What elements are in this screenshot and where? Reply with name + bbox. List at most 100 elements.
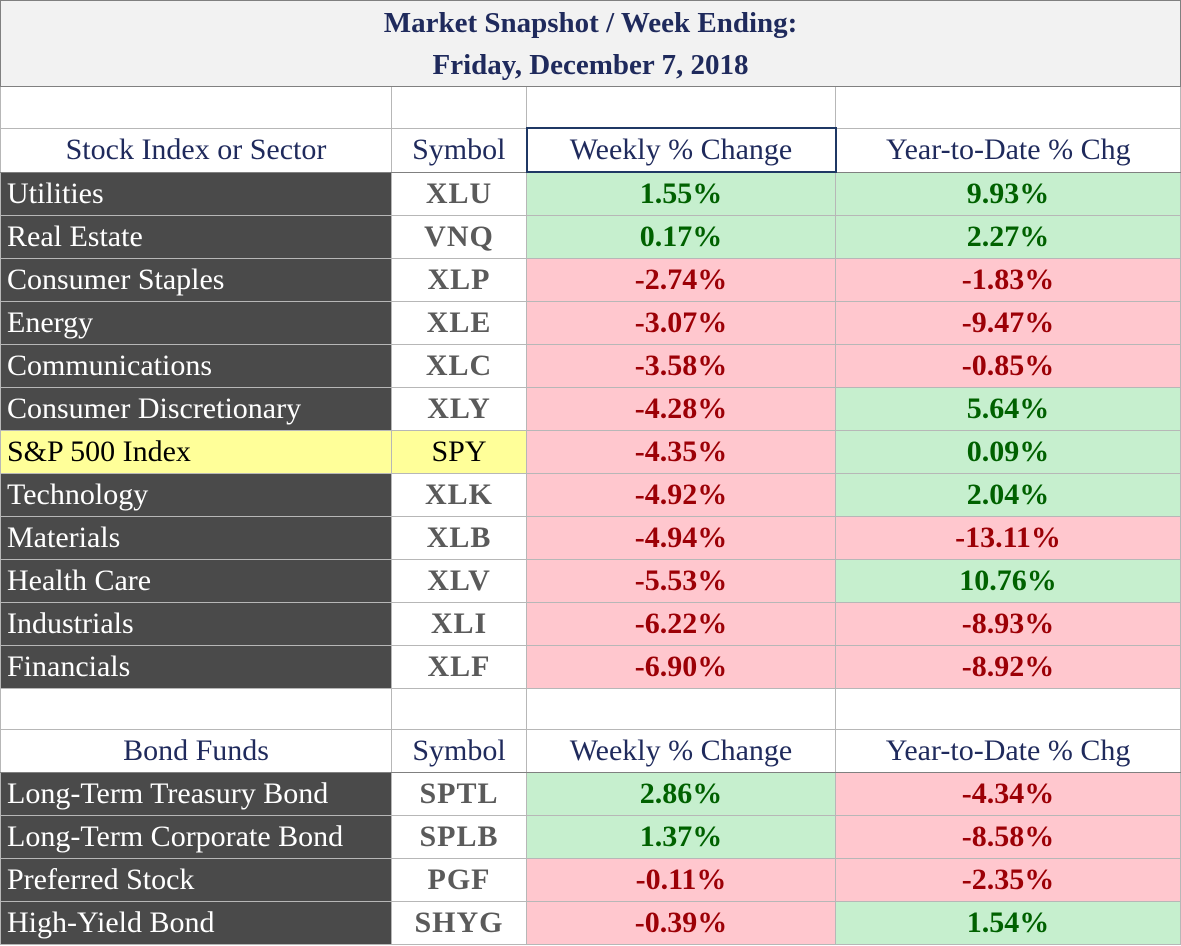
row-name-cell[interactable]: Energy bbox=[0, 301, 392, 345]
row-symbol-cell[interactable]: XLV bbox=[391, 559, 527, 603]
row-name-cell[interactable]: Communications bbox=[0, 344, 392, 388]
title-line-1: Market Snapshot / Week Ending: bbox=[383, 6, 798, 39]
blank-cell[interactable] bbox=[391, 86, 527, 129]
row-name-cell[interactable]: Materials bbox=[0, 516, 392, 560]
stock-ytd-header[interactable]: Year-to-Date % Chg bbox=[834, 127, 1181, 173]
row-ytd-cell[interactable]: 2.04% bbox=[834, 473, 1181, 517]
stock-row: Consumer Discretionary XLY -4.28% 5.64% bbox=[0, 387, 1181, 431]
title-line-2: Friday, December 7, 2018 bbox=[432, 48, 749, 81]
row-ytd-cell[interactable]: 5.64% bbox=[834, 387, 1181, 431]
blank-cell[interactable] bbox=[526, 688, 836, 730]
row-ytd-cell[interactable]: -0.85% bbox=[834, 344, 1181, 388]
row-weekly-cell[interactable]: 1.55% bbox=[526, 171, 836, 216]
row-symbol-cell[interactable]: PGF bbox=[391, 858, 527, 902]
row-ytd-cell[interactable]: -9.47% bbox=[834, 301, 1181, 345]
row-symbol-cell[interactable]: XLY bbox=[391, 387, 527, 431]
row-name-cell[interactable]: S&P 500 Index bbox=[0, 430, 392, 474]
stock-row: Materials XLB -4.94% -13.11% bbox=[0, 516, 1181, 560]
row-ytd-cell[interactable]: 2.27% bbox=[834, 215, 1181, 259]
row-name-cell[interactable]: Preferred Stock bbox=[0, 858, 392, 902]
row-ytd-cell[interactable]: -2.35% bbox=[834, 858, 1181, 902]
row-weekly-cell[interactable]: 0.17% bbox=[526, 215, 836, 259]
bond-row: High-Yield Bond SHYG -0.39% 1.54% bbox=[0, 901, 1181, 945]
stock-symbol-header[interactable]: Symbol bbox=[391, 127, 527, 173]
blank-cell[interactable] bbox=[526, 86, 836, 129]
row-ytd-cell[interactable]: 9.93% bbox=[834, 171, 1181, 216]
row-weekly-cell[interactable]: -4.28% bbox=[526, 387, 836, 431]
bond-header-row: Bond Funds Symbol Weekly % Change Year-t… bbox=[0, 729, 1181, 773]
row-symbol-cell[interactable]: XLF bbox=[391, 645, 527, 689]
bond-row: Long-Term Treasury Bond SPTL 2.86% -4.34% bbox=[0, 772, 1181, 816]
row-weekly-cell[interactable]: -4.92% bbox=[526, 473, 836, 517]
stock-row: Industrials XLI -6.22% -8.93% bbox=[0, 602, 1181, 646]
row-weekly-cell[interactable]: -4.94% bbox=[526, 516, 836, 560]
row-weekly-cell[interactable]: -0.39% bbox=[526, 901, 836, 945]
stock-row: Communications XLC -3.58% -0.85% bbox=[0, 344, 1181, 388]
row-symbol-cell[interactable]: SHYG bbox=[391, 901, 527, 945]
stock-row: Utilities XLU 1.55% 9.93% bbox=[0, 171, 1181, 216]
blank-row bbox=[0, 86, 1181, 129]
row-name-cell[interactable]: Utilities bbox=[0, 171, 392, 216]
row-symbol-cell[interactable]: XLP bbox=[391, 258, 527, 302]
row-weekly-cell[interactable]: -3.58% bbox=[526, 344, 836, 388]
bond-weekly-header[interactable]: Weekly % Change bbox=[526, 729, 836, 773]
row-weekly-cell[interactable]: 2.86% bbox=[526, 772, 836, 816]
stock-row: Energy XLE -3.07% -9.47% bbox=[0, 301, 1181, 345]
row-name-cell[interactable]: Consumer Discretionary bbox=[0, 387, 392, 431]
row-weekly-cell[interactable]: -2.74% bbox=[526, 258, 836, 302]
row-ytd-cell[interactable]: -8.58% bbox=[834, 815, 1181, 859]
row-ytd-cell[interactable]: 0.09% bbox=[834, 430, 1181, 474]
row-symbol-cell[interactable]: XLK bbox=[391, 473, 527, 517]
row-weekly-cell[interactable]: -4.35% bbox=[526, 430, 836, 474]
row-symbol-cell[interactable]: SPY bbox=[391, 430, 527, 474]
row-weekly-cell[interactable]: -5.53% bbox=[526, 559, 836, 603]
title-row: Market Snapshot / Week Ending: Friday, D… bbox=[0, 0, 1181, 87]
row-symbol-cell[interactable]: XLB bbox=[391, 516, 527, 560]
row-name-cell[interactable]: Industrials bbox=[0, 602, 392, 646]
blank-cell[interactable] bbox=[834, 86, 1181, 129]
row-ytd-cell[interactable]: -1.83% bbox=[834, 258, 1181, 302]
row-symbol-cell[interactable]: XLE bbox=[391, 301, 527, 345]
row-ytd-cell[interactable]: 1.54% bbox=[834, 901, 1181, 945]
row-ytd-cell[interactable]: -8.93% bbox=[834, 602, 1181, 646]
bond-ytd-header[interactable]: Year-to-Date % Chg bbox=[834, 729, 1181, 773]
row-name-cell[interactable]: High-Yield Bond bbox=[0, 901, 392, 945]
blank-cell[interactable] bbox=[0, 86, 392, 129]
blank-cell[interactable] bbox=[0, 688, 392, 730]
row-name-cell[interactable]: Long-Term Treasury Bond bbox=[0, 772, 392, 816]
row-name-cell[interactable]: Real Estate bbox=[0, 215, 392, 259]
row-ytd-cell[interactable]: 10.76% bbox=[834, 559, 1181, 603]
bond-row: Long-Term Corporate Bond SPLB 1.37% -8.58% bbox=[0, 815, 1181, 859]
row-name-cell[interactable]: Consumer Staples bbox=[0, 258, 392, 302]
row-weekly-cell[interactable]: -3.07% bbox=[526, 301, 836, 345]
row-name-cell[interactable]: Technology bbox=[0, 473, 392, 517]
stock-header-row: Stock Index or Sector Symbol Weekly % Ch… bbox=[0, 127, 1181, 173]
row-symbol-cell[interactable]: XLI bbox=[391, 602, 527, 646]
row-weekly-cell[interactable]: -0.11% bbox=[526, 858, 836, 902]
row-ytd-cell[interactable]: -13.11% bbox=[834, 516, 1181, 560]
blank-cell[interactable] bbox=[834, 688, 1181, 730]
row-symbol-cell[interactable]: XLC bbox=[391, 344, 527, 388]
row-symbol-cell[interactable]: VNQ bbox=[391, 215, 527, 259]
bond-symbol-header[interactable]: Symbol bbox=[391, 729, 527, 773]
row-ytd-cell[interactable]: -8.92% bbox=[834, 645, 1181, 689]
row-symbol-cell[interactable]: SPLB bbox=[391, 815, 527, 859]
stock-name-header[interactable]: Stock Index or Sector bbox=[0, 127, 392, 173]
row-weekly-cell[interactable]: 1.37% bbox=[526, 815, 836, 859]
row-weekly-cell[interactable]: -6.90% bbox=[526, 645, 836, 689]
stock-weekly-header[interactable]: Weekly % Change bbox=[525, 127, 837, 173]
blank-row bbox=[0, 688, 1181, 730]
stock-row: Technology XLK -4.92% 2.04% bbox=[0, 473, 1181, 517]
row-name-cell[interactable]: Health Care bbox=[0, 559, 392, 603]
row-ytd-cell[interactable]: -4.34% bbox=[834, 772, 1181, 816]
row-symbol-cell[interactable]: SPTL bbox=[391, 772, 527, 816]
row-symbol-cell[interactable]: XLU bbox=[391, 171, 527, 216]
blank-cell[interactable] bbox=[391, 688, 527, 730]
row-weekly-cell[interactable]: -6.22% bbox=[526, 602, 836, 646]
row-name-cell[interactable]: Long-Term Corporate Bond bbox=[0, 815, 392, 859]
bond-name-header[interactable]: Bond Funds bbox=[0, 729, 392, 773]
stock-row: Financials XLF -6.90% -8.92% bbox=[0, 645, 1181, 689]
title-cell: Market Snapshot / Week Ending: Friday, D… bbox=[0, 0, 1181, 87]
row-name-cell[interactable]: Financials bbox=[0, 645, 392, 689]
